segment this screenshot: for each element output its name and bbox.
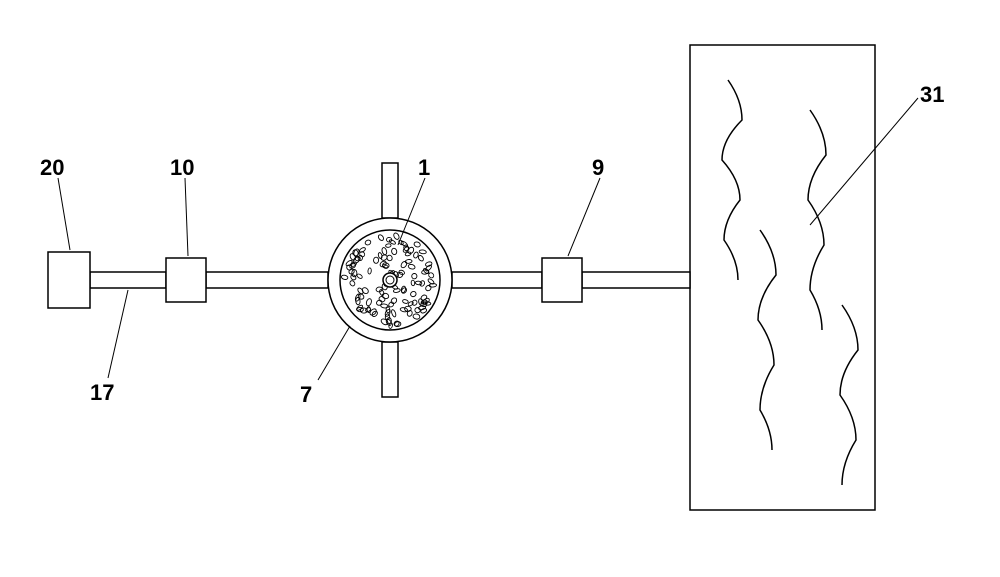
arm-bottom bbox=[382, 342, 398, 397]
leader-l9 bbox=[568, 178, 600, 256]
tube-9-31 bbox=[582, 272, 690, 288]
block-10 bbox=[166, 258, 206, 302]
diagram-root: 20 10 1 9 31 17 7 bbox=[0, 0, 1000, 572]
wave-31-1 bbox=[758, 230, 776, 450]
leader-l20 bbox=[58, 178, 70, 250]
leader-l17 bbox=[108, 290, 128, 378]
label-20: 20 bbox=[40, 155, 64, 181]
tube-20-10 bbox=[90, 272, 166, 288]
label-10: 10 bbox=[170, 155, 194, 181]
rect-31 bbox=[690, 45, 875, 510]
block-20 bbox=[48, 252, 90, 308]
label-31: 31 bbox=[920, 82, 944, 108]
wave-31-3 bbox=[840, 305, 858, 485]
tube-10-circle bbox=[206, 272, 328, 288]
leader-l7 bbox=[318, 326, 350, 380]
label-1: 1 bbox=[418, 155, 430, 181]
tube-circle-9 bbox=[452, 272, 542, 288]
leader-l31 bbox=[810, 98, 918, 225]
arm-top bbox=[382, 163, 398, 218]
circle-hub-1 bbox=[383, 273, 397, 287]
block-9 bbox=[542, 258, 582, 302]
label-17: 17 bbox=[90, 380, 114, 406]
diagram-svg bbox=[0, 0, 1000, 572]
wave-31-0 bbox=[722, 80, 742, 280]
leader-l10 bbox=[185, 178, 188, 256]
label-9: 9 bbox=[592, 155, 604, 181]
label-7: 7 bbox=[300, 382, 312, 408]
wave-31-2 bbox=[808, 110, 826, 330]
